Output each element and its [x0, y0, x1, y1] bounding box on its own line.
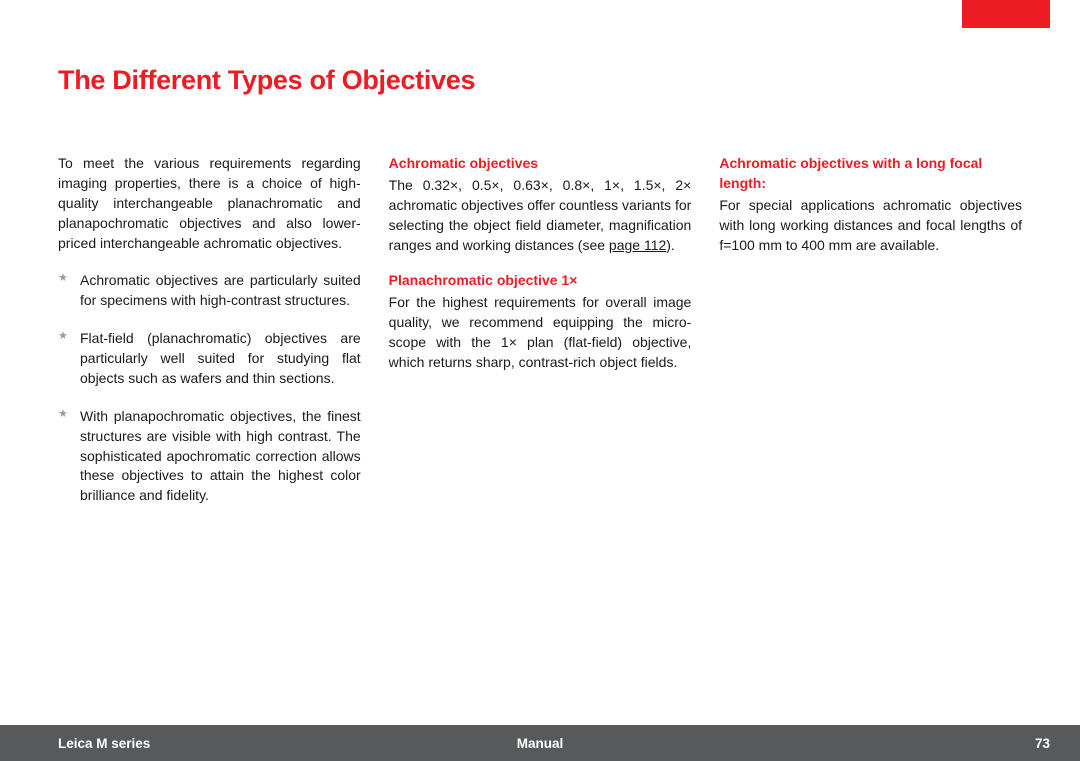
column-3: Achromatic objectives with a long focal … — [719, 154, 1022, 524]
text-run: ). — [666, 237, 675, 253]
section-heading: Achromatic objectives — [389, 154, 692, 174]
footer-doc-type: Manual — [0, 736, 1080, 751]
column-2: Achromatic objectives The 0.32×, 0.5×, 0… — [389, 154, 692, 524]
page-link[interactable]: page 112 — [609, 237, 666, 253]
column-1: To meet the various requirements regardi… — [58, 154, 361, 524]
list-item: Flat-field (planachromatic) objectives a… — [80, 329, 361, 389]
section-paragraph: For the highest requirements for overall… — [389, 293, 692, 373]
content-columns: To meet the various requirements regardi… — [58, 154, 1022, 524]
section-long-focal: Achromatic objectives with a long focal … — [719, 154, 1022, 255]
intro-paragraph: To meet the various requirements regardi… — [58, 154, 361, 253]
section-heading: Achromatic objectives with a long focal … — [719, 154, 1022, 194]
bullet-list: Achromatic objectives are particularly s… — [58, 271, 361, 506]
footer-page-number: 73 — [1035, 736, 1050, 751]
page-footer: Leica M series Manual 73 — [0, 725, 1080, 761]
footer-series: Leica M series — [58, 736, 150, 751]
section-achromatic: Achromatic objectives The 0.32×, 0.5×, 0… — [389, 154, 692, 255]
section-paragraph: The 0.32×, 0.5×, 0.63×, 0.8×, 1×, 1.5×, … — [389, 176, 692, 256]
brand-tab — [962, 0, 1050, 28]
list-item: With planapochromatic objectives, the fi… — [80, 407, 361, 506]
section-heading: Planachromatic objective 1× — [389, 271, 692, 291]
page-title: The Different Types of Objectives — [58, 65, 475, 96]
section-paragraph: For special applications achromatic obje… — [719, 196, 1022, 256]
manual-page: The Different Types of Objectives To mee… — [0, 0, 1080, 761]
list-item: Achromatic objectives are particularly s… — [80, 271, 361, 311]
section-planachromatic: Planachromatic objective 1× For the high… — [389, 271, 692, 372]
